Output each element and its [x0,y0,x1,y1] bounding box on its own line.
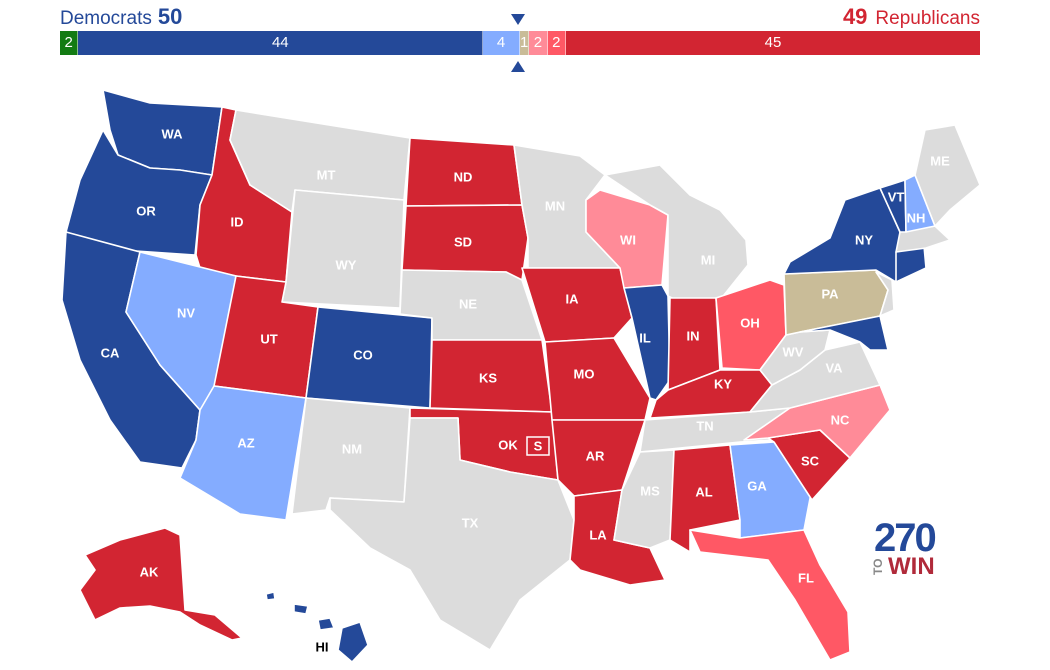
state-IA[interactable] [521,267,633,343]
state-label-OK: OK [498,437,518,452]
state-label-SC: SC [801,453,820,468]
logo-number: 270 [874,516,937,560]
state-label-KY: KY [714,376,732,391]
state-label-GA: GA [747,478,767,493]
state-label-WV: WV [783,344,804,359]
state-FL[interactable] [689,529,851,661]
seat-bar-segment-0: 2 [60,31,79,55]
state-label-CO: CO [353,347,373,362]
seat-bar-segment-3: 1 [519,31,530,55]
state-label-WA: WA [162,126,184,141]
state-MI[interactable] [604,164,749,301]
state-label-SD: SD [454,234,472,249]
state-label-MO: MO [574,366,595,381]
state-label-VA: VA [825,360,843,375]
seat-count-bar: 2 44 4 1 2 2 45 [60,31,980,55]
democrats-header: Democrats 50 [60,4,182,30]
state-label-NV: NV [177,305,195,320]
special-election-marker-text: S [534,438,543,453]
state-HI[interactable] [265,591,369,663]
state-label-ME: ME [930,153,950,168]
state-MO[interactable] [544,337,651,421]
state-label-OH: OH [740,315,760,330]
state-TX[interactable] [329,417,575,651]
state-label-AL: AL [695,484,712,499]
state-label-OR: OR [136,203,156,218]
state-IL[interactable] [623,284,671,401]
state-label-AZ: AZ [237,435,254,450]
state-label-ND: ND [454,169,473,184]
state-label-ID: ID [231,214,244,229]
state-label-NE: NE [459,296,477,311]
state-ME[interactable] [914,124,981,227]
state-label-MI: MI [701,252,715,267]
state-label-TN: TN [696,418,713,433]
state-label-FL: FL [798,570,814,585]
state-label-IN: IN [687,328,700,343]
logo-to: TO [871,558,885,575]
logo-win: WIN [888,553,935,580]
state-label-MS: MS [640,483,660,498]
state-label-CA: CA [101,345,120,360]
special-election-marker: S [526,436,550,456]
seat-bar-segment-1: 44 [78,31,484,55]
state-label-WY: WY [336,257,357,272]
state-label-AK: AK [140,564,159,579]
state-label-MN: MN [545,198,565,213]
majority-marker-top-icon [511,14,525,25]
state-label-NH: NH [907,210,926,225]
state-label-VT: VT [888,189,905,204]
270towin-logo: 270 TO WIN [871,516,944,580]
state-label-AR: AR [586,448,605,463]
state-label-HI: HI [316,639,329,654]
state-NY[interactable] [783,187,901,283]
state-AK[interactable] [79,527,243,641]
state-label-WI: WI [620,232,636,247]
seat-bar-segment-4: 2 [529,31,548,55]
state-label-NC: NC [831,412,850,427]
state-label-UT: UT [260,331,277,346]
republicans-label: Republicans [875,8,980,29]
majority-marker-bottom-icon [511,61,525,72]
republicans-header: 49 Republicans [843,4,980,30]
republicans-total: 49 [842,4,868,29]
state-label-KS: KS [479,370,497,385]
state-label-IA: IA [566,291,580,306]
seat-bar-segment-5: 2 [547,31,566,55]
state-label-NM: NM [342,441,362,456]
state-label-PA: PA [821,286,839,301]
state-WY[interactable] [281,189,405,309]
state-label-LA: LA [589,527,607,542]
state-label-NY: NY [855,232,873,247]
democrats-label: Democrats [60,8,152,29]
democrats-total: 50 [157,4,183,29]
seat-bar-segment-2: 4 [483,31,520,55]
state-label-MT: MT [317,167,336,182]
state-label-TX: TX [462,515,479,530]
state-AZ[interactable] [179,385,307,521]
seat-bar-segment-6: 45 [565,31,980,55]
state-label-IL: IL [639,330,651,345]
